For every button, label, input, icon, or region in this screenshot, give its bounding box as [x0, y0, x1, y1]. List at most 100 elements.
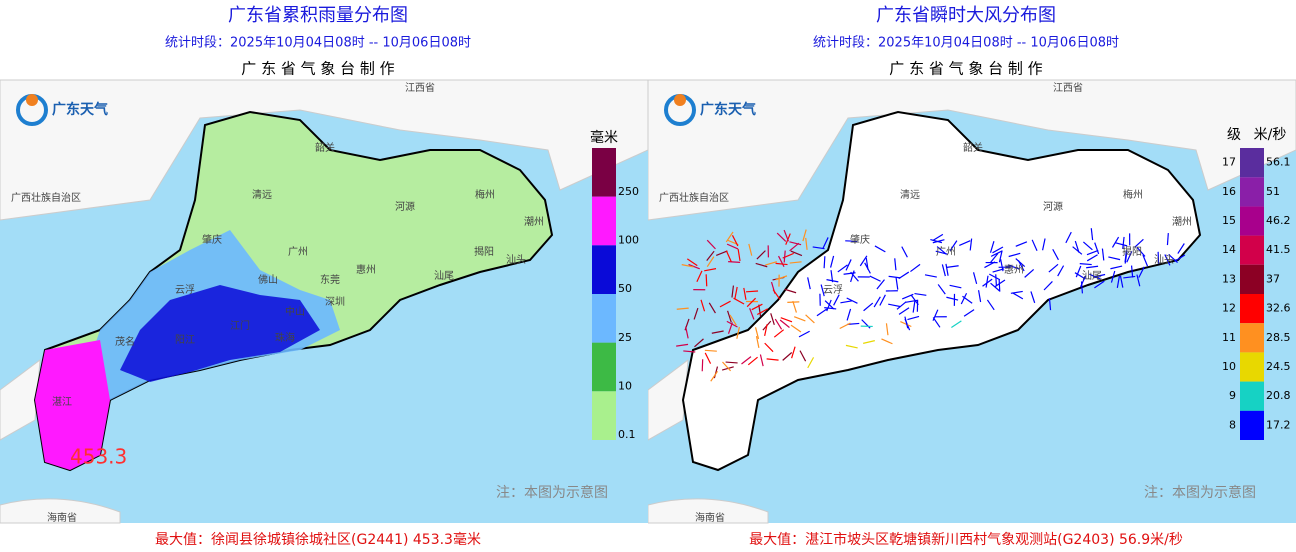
wind-barb [992, 246, 1004, 254]
place-label: 潮州 [524, 215, 544, 228]
wind-barb [706, 250, 715, 262]
wind-barb [840, 300, 853, 304]
wind-barb [731, 285, 735, 298]
wind-barb [1086, 254, 1098, 262]
wind-barb [1080, 275, 1087, 287]
wind-barb [805, 314, 815, 324]
place-label: 云浮 [175, 284, 195, 296]
wind-barb [949, 284, 962, 289]
wind-barb [1052, 248, 1059, 261]
wind-barb [924, 274, 937, 278]
wind-barb [1057, 265, 1065, 277]
place-label: 广州 [936, 246, 956, 258]
wind-barb [731, 235, 739, 247]
legend-label: 32.6 [1266, 302, 1291, 315]
wind-barb [895, 277, 899, 290]
wind-barb [1110, 265, 1123, 270]
wind-barb [754, 327, 760, 340]
wind-barb [990, 250, 1003, 257]
wind-barb [989, 253, 999, 264]
wind-barb [901, 246, 908, 258]
place-label: 中山 [285, 305, 305, 318]
wind-barb [759, 354, 764, 367]
wind-barb [826, 279, 839, 283]
wind-barb [910, 294, 919, 306]
place-label: 广州 [288, 246, 308, 258]
wind-barb [879, 294, 886, 306]
wind-barb [748, 243, 753, 256]
wind-barb [941, 264, 946, 277]
wind-barb [1110, 270, 1116, 283]
wind-barb [685, 326, 689, 339]
place-label: 惠州 [356, 263, 376, 276]
wind-barb [846, 308, 852, 321]
wind-barb [700, 299, 706, 312]
wind-barb [799, 350, 807, 362]
wind-barb [865, 257, 869, 270]
wind-barb [839, 322, 851, 330]
wind-barb [910, 263, 921, 273]
wind-barb [1072, 246, 1083, 255]
wind-barb [774, 318, 783, 330]
wind-barb [1111, 236, 1120, 248]
place-label: 阳江 [175, 334, 195, 346]
wind-barb [1007, 264, 1020, 270]
neighbor-land [648, 79, 1296, 524]
legend-level: 15 [1222, 214, 1236, 227]
wind-barb [792, 300, 797, 313]
wind-barb [1166, 233, 1169, 246]
wind-barb [725, 250, 732, 262]
place-label: 珠海 [275, 331, 295, 344]
wind-barb [711, 330, 724, 334]
logo-sun [674, 94, 686, 106]
wind-barb [1134, 238, 1144, 248]
wind-barb [1130, 265, 1134, 278]
legend-level: 14 [1222, 243, 1236, 256]
wind-barb [1142, 254, 1149, 267]
period: 统计时段：2025年10月04日08时 -- 10月06日08时 [813, 36, 1119, 51]
wind-barb [798, 330, 810, 338]
wind-barb [773, 329, 785, 338]
max-text: 最大值：徐闻县徐城镇徐城社区(G2441) 453.3毫米 [155, 531, 481, 548]
wind-barb [1090, 228, 1094, 241]
place-label: 肇庆 [202, 233, 222, 246]
place-label: 汕头 [1154, 254, 1174, 266]
wind-barb [802, 229, 807, 242]
wind-barb [1094, 242, 1100, 255]
wind-barb [749, 308, 755, 320]
wind-barb [1030, 291, 1036, 304]
legend-swatch [1240, 177, 1264, 207]
wind-barb [764, 324, 768, 337]
wind-barb [989, 273, 1001, 281]
wind-barb [716, 250, 728, 256]
place-label: 河源 [395, 200, 415, 213]
wind-barb [845, 344, 858, 349]
legend-level: 12 [1222, 302, 1236, 315]
place-label: 河源 [1043, 200, 1063, 213]
place-label: 东莞 [320, 273, 340, 286]
wind-barb [751, 303, 763, 311]
wind-barb [949, 240, 958, 251]
wind-barb [876, 279, 885, 290]
place-label: 梅州 [1123, 188, 1143, 201]
place-label: 肇庆 [850, 233, 870, 246]
wind-barb [959, 240, 971, 246]
wind-barb [888, 275, 901, 279]
legend-swatch [1240, 352, 1264, 382]
wind-barb [725, 231, 734, 243]
wind-barb [704, 352, 712, 364]
wind-barb [1012, 292, 1024, 300]
wind-barb [722, 361, 732, 372]
legend-header: 级 [1227, 127, 1241, 143]
legend-label: 10 [618, 379, 632, 392]
wind-barb [898, 307, 910, 315]
wind-barb [789, 241, 802, 246]
wind-barb [845, 259, 852, 271]
wind-barb [790, 324, 802, 333]
legend-label: 37 [1266, 272, 1280, 285]
wind-barb [932, 239, 945, 244]
wind-barb [1122, 236, 1125, 249]
wind-barb [822, 237, 829, 249]
place-label: 清远 [900, 188, 920, 201]
